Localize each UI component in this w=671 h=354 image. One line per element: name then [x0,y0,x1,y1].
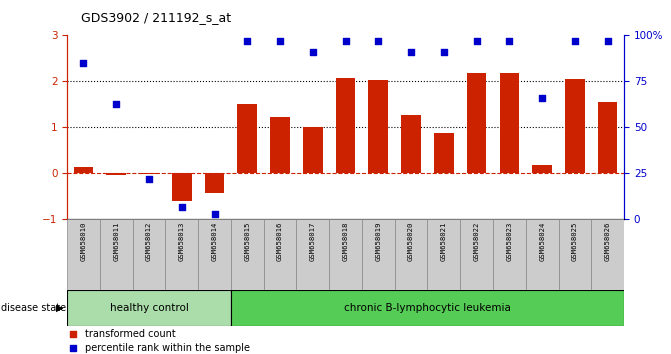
Text: GDS3902 / 211192_s_at: GDS3902 / 211192_s_at [81,11,231,24]
Bar [434,133,454,173]
Text: GSM658021: GSM658021 [441,222,447,261]
Point [274,38,285,44]
Bar [198,219,231,290]
Bar [67,290,231,326]
Text: GSM658012: GSM658012 [146,222,152,261]
Bar [133,219,165,290]
Bar [270,117,290,173]
Bar [565,79,584,173]
Bar [100,219,133,290]
Point [209,211,220,217]
Text: GSM658018: GSM658018 [343,222,348,261]
Text: GSM658015: GSM658015 [244,222,250,261]
Point [68,331,79,336]
Text: GSM658026: GSM658026 [605,222,611,261]
Point [144,176,154,182]
Bar [427,219,460,290]
Bar [107,173,126,175]
Bar [558,219,591,290]
Bar [297,219,329,290]
Bar [303,126,323,173]
Text: GSM658023: GSM658023 [507,222,513,261]
Text: GSM658010: GSM658010 [81,222,87,261]
Bar [598,102,617,173]
Bar [526,219,558,290]
Text: GSM658025: GSM658025 [572,222,578,261]
Text: GSM658020: GSM658020 [408,222,414,261]
Text: ▶: ▶ [56,303,64,313]
Bar [264,219,297,290]
Bar [336,78,356,173]
Bar [329,219,362,290]
Point [340,38,351,44]
Bar [231,219,264,290]
Point [438,49,449,55]
Text: GSM658016: GSM658016 [277,222,283,261]
Text: disease state: disease state [1,303,66,313]
Bar [395,219,427,290]
Point [373,38,384,44]
Text: chronic B-lymphocytic leukemia: chronic B-lymphocytic leukemia [344,303,511,313]
Bar [532,165,552,173]
Bar [591,219,624,290]
Text: healthy control: healthy control [109,303,189,313]
Bar [231,290,624,326]
Bar [139,173,159,175]
Text: GSM658024: GSM658024 [539,222,545,261]
Point [68,345,79,350]
Bar [467,73,486,173]
Bar [67,219,100,290]
Text: percentile rank within the sample: percentile rank within the sample [85,343,250,353]
Text: GSM658013: GSM658013 [178,222,185,261]
Bar [362,219,395,290]
Text: GSM658017: GSM658017 [310,222,316,261]
Point [176,204,187,210]
Point [537,95,548,101]
Point [307,49,318,55]
Text: GSM658014: GSM658014 [211,222,217,261]
Point [471,38,482,44]
Bar [401,115,421,173]
Bar [165,219,198,290]
Point [570,38,580,44]
Text: GSM658019: GSM658019 [375,222,381,261]
Point [406,49,417,55]
Point [111,101,121,106]
Bar [493,219,526,290]
Bar [205,173,224,193]
Bar [368,80,388,173]
Point [78,60,89,66]
Bar [74,166,93,173]
Text: transformed count: transformed count [85,329,176,339]
Bar [172,173,192,201]
Bar [499,73,519,173]
Point [603,38,613,44]
Text: GSM658011: GSM658011 [113,222,119,261]
Point [242,38,253,44]
Bar [460,219,493,290]
Bar [238,103,257,173]
Text: GSM658022: GSM658022 [474,222,480,261]
Point [504,38,515,44]
